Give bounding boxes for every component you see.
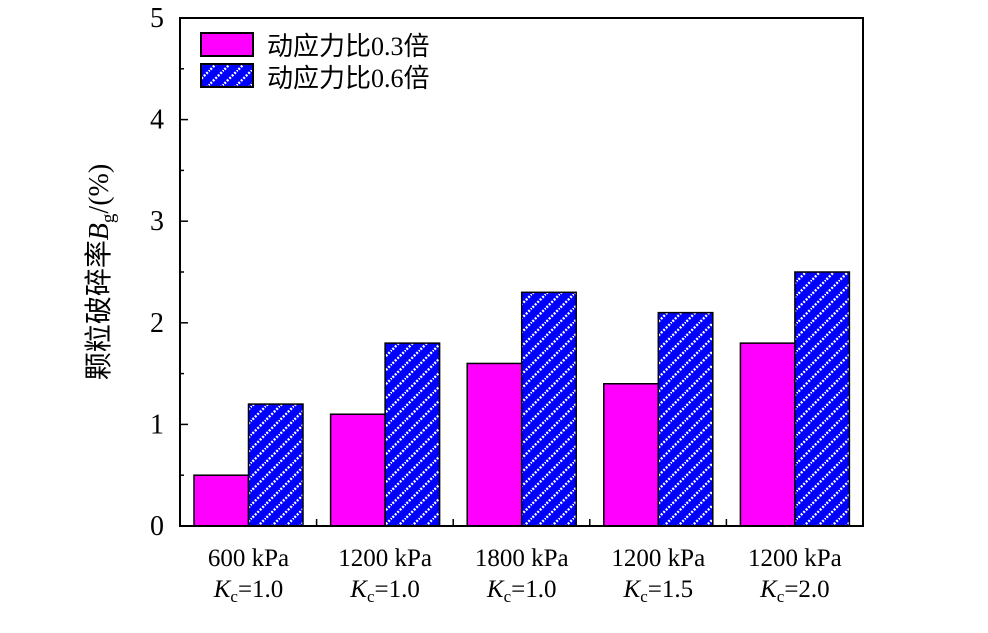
legend: 动应力比0.3倍 动应力比0.6倍	[200, 32, 430, 93]
x-tick-sublabel: Kc=2.0	[759, 576, 830, 606]
x-tick-sublabel: Kc=1.0	[486, 576, 557, 606]
bar-ratio-0-6-0	[247, 403, 304, 527]
x-tick-label: 1200 kPa	[611, 545, 705, 572]
x-tick-sublabel: Kc=1.5	[623, 576, 694, 606]
bar-ratio-0-3-3	[603, 383, 660, 527]
y-tick-label: 5	[150, 3, 164, 34]
x-tick-label: 1800 kPa	[475, 545, 569, 572]
bar-ratio-0-6-1	[384, 342, 441, 527]
x-tick-label: 1200 kPa	[748, 545, 842, 572]
bar-ratio-0-6-3	[657, 311, 714, 527]
y-tick-label: 2	[150, 308, 164, 339]
legend-label-1: 动应力比0.6倍	[267, 64, 430, 93]
y-tick-label: 4	[150, 105, 164, 136]
y-tick-label: 3	[150, 206, 164, 237]
legend-swatch-1	[200, 63, 254, 88]
y-axis-label: 颗粒破碎率Bg/(%)	[83, 164, 119, 380]
bar-ratio-0-3-0	[193, 474, 250, 527]
legend-swatch-0	[200, 32, 254, 57]
x-tick-label: 1200 kPa	[338, 545, 432, 572]
bar-ratio-0-3-2	[466, 362, 523, 527]
bar-ratio-0-3-4	[739, 342, 796, 527]
bar-ratio-0-6-4	[794, 271, 851, 527]
bar-ratio-0-6-2	[520, 291, 577, 527]
legend-label-0: 动应力比0.3倍	[267, 32, 430, 61]
x-tick-label: 600 kPa	[208, 545, 289, 572]
y-tick-label: 0	[150, 511, 164, 542]
y-tick-label: 1	[150, 409, 164, 440]
x-tick-sublabel: Kc=1.0	[349, 576, 420, 606]
x-tick-sublabel: Kc=1.0	[213, 576, 284, 606]
bar-ratio-0-3-1	[329, 413, 386, 527]
